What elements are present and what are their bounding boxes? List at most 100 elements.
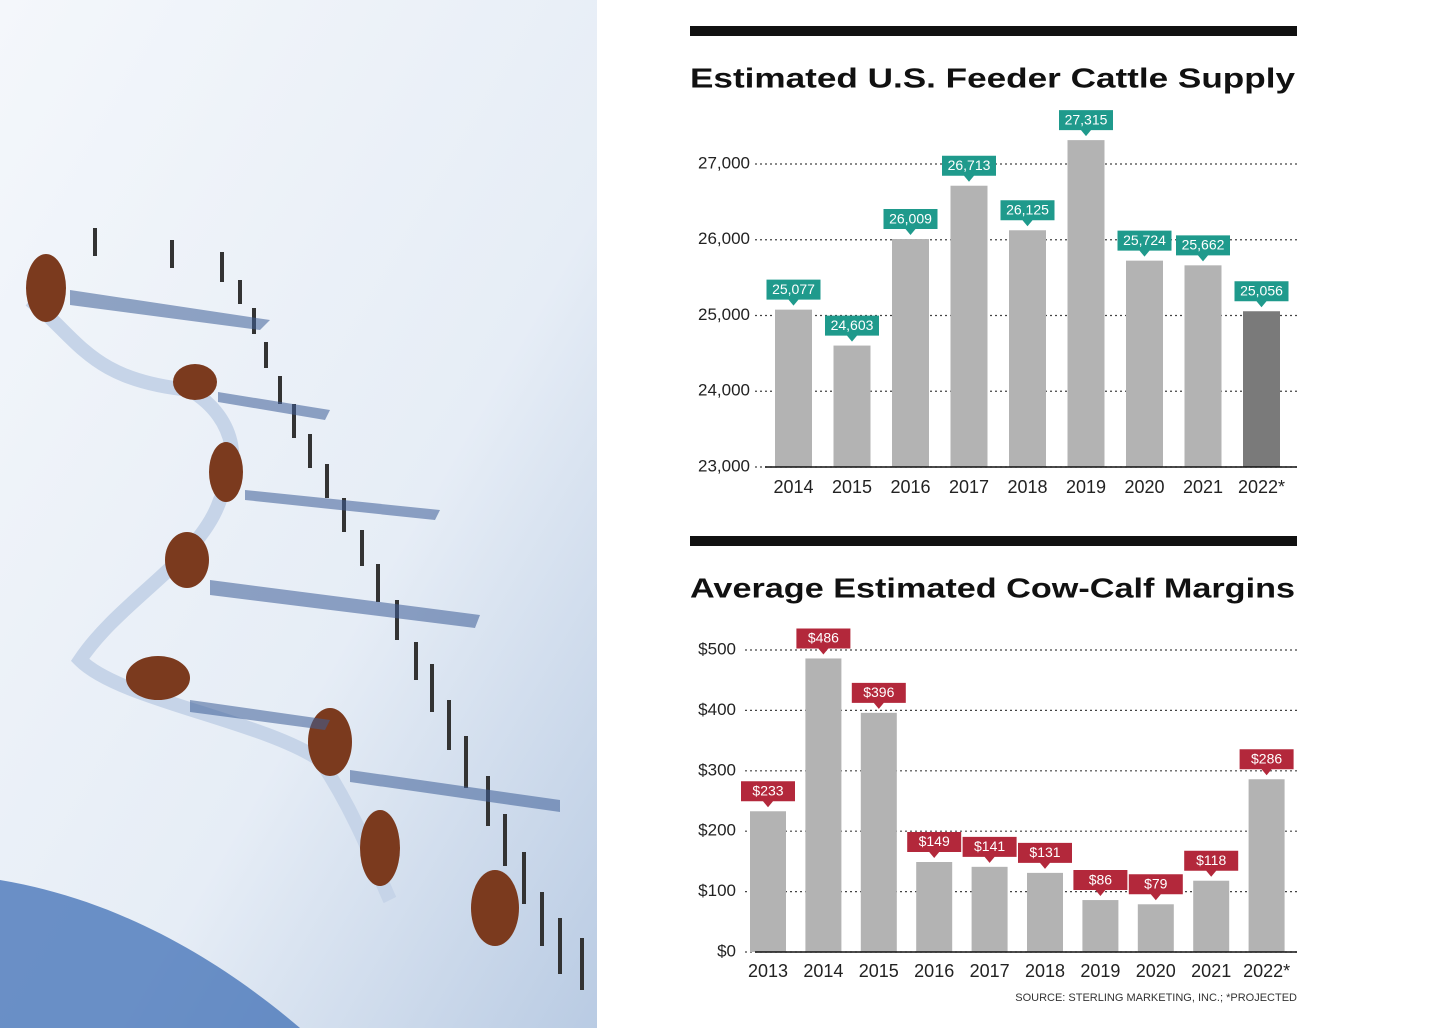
value-label-box [1018,842,1072,869]
y-tick-label: 23,000 [698,456,750,475]
header-rule [690,536,1297,546]
y-tick-label: $200 [698,821,736,840]
value-label: $233 [752,782,783,798]
bar [1248,779,1285,952]
x-tick-label: 2021 [1191,961,1231,981]
bar [1126,260,1163,467]
value-label: $79 [1144,875,1168,891]
value-label: 26,125 [1006,201,1049,217]
bar [1184,265,1222,467]
value-label-box [1059,110,1113,137]
value-label: 25,724 [1123,232,1166,248]
bar [1193,880,1230,952]
chart: Estimated U.S. Feeder Cattle Supply 23,00… [690,26,1297,497]
x-tick-label: 2014 [803,961,843,981]
y-tick-label: 26,000 [698,229,750,248]
y-tick-label: 27,000 [698,153,750,172]
value-label: $86 [1089,871,1113,887]
bar [950,185,988,468]
bar [1009,230,1046,467]
y-tick-label: $100 [698,881,736,900]
value-label-box [883,209,938,236]
value-label-box [1239,749,1294,776]
x-tick-label: 2013 [748,961,788,981]
value-label: 24,603 [831,317,874,333]
source-note: SOURCE: STERLING MARKETING, INC.; *PROJE… [1015,992,1297,1004]
value-label-box [1176,235,1230,262]
x-tick-label: 2014 [773,477,813,497]
x-tick-label: 2022* [1238,477,1285,497]
bar [833,345,871,467]
value-label-box [1117,230,1172,257]
x-tick-label: 2019 [1080,961,1120,981]
chart-title: Average Estimated Cow-Calf Margins [690,572,1295,603]
chart: Average Estimated Cow-Calf Margins $0 $100… [690,536,1297,1004]
x-tick-label: 2016 [890,477,930,497]
value-label-box [1000,200,1055,227]
x-tick-label: 2020 [1124,477,1164,497]
value-label: $118 [1196,852,1226,868]
value-label: 25,056 [1240,282,1283,298]
value-label-box [1184,850,1239,877]
x-tick-label: 2015 [832,477,872,497]
value-label: 26,713 [948,157,991,173]
bar [775,309,812,467]
x-tick-label: 2022* [1243,961,1290,981]
value-label-box [825,315,879,342]
value-label: 25,077 [772,281,815,297]
x-tick-label: 2020 [1136,961,1176,981]
cattle [26,254,519,946]
y-tick-label: 24,000 [698,381,750,400]
shadow [0,880,300,1028]
value-label: 26,009 [889,210,932,226]
cattle-shadows [70,290,560,812]
bar [1067,140,1105,467]
value-label: $486 [808,630,839,646]
x-tick-label: 2017 [970,961,1010,981]
bar [1137,904,1174,952]
y-tick-label: $0 [717,941,736,960]
x-tick-label: 2018 [1025,961,1065,981]
x-tick-label: 2021 [1183,477,1223,497]
value-label: $149 [919,833,950,849]
chart-title: Estimated U.S. Feeder Cattle Supply [690,62,1296,93]
y-tick-label: $400 [698,700,736,719]
value-label-box [1073,870,1128,897]
value-label-box [1128,874,1183,901]
value-label-box [1234,281,1289,308]
value-label-box [962,836,1017,863]
value-label: $131 [1029,844,1060,860]
value-label: 25,662 [1182,237,1225,253]
value-label: 27,315 [1065,111,1108,127]
y-tick-label: $500 [698,639,736,658]
y-tick-label: $300 [698,760,736,779]
bar [892,239,929,467]
x-tick-label: 2016 [914,961,954,981]
bar [750,811,786,952]
value-label: $141 [974,838,1005,854]
x-tick-label: 2017 [949,477,989,497]
value-label: $396 [863,684,894,700]
value-label-box [741,781,795,808]
snow-field [0,0,597,1028]
bar [1243,311,1280,467]
value-label-box [907,832,962,859]
value-label-box [796,628,851,655]
value-label: $286 [1251,750,1282,766]
header-rule [690,26,1297,36]
bar [916,862,953,952]
value-label-box [851,682,906,709]
value-label-box [766,279,821,306]
x-tick-label: 2018 [1007,477,1047,497]
bar [860,712,897,952]
photo [0,0,597,1028]
x-tick-label: 2019 [1066,477,1106,497]
y-tick-label: 25,000 [698,305,750,324]
bar [805,658,842,952]
bar [1027,872,1063,952]
bar [1082,900,1119,952]
value-label-box [942,155,996,182]
x-tick-label: 2015 [859,961,899,981]
